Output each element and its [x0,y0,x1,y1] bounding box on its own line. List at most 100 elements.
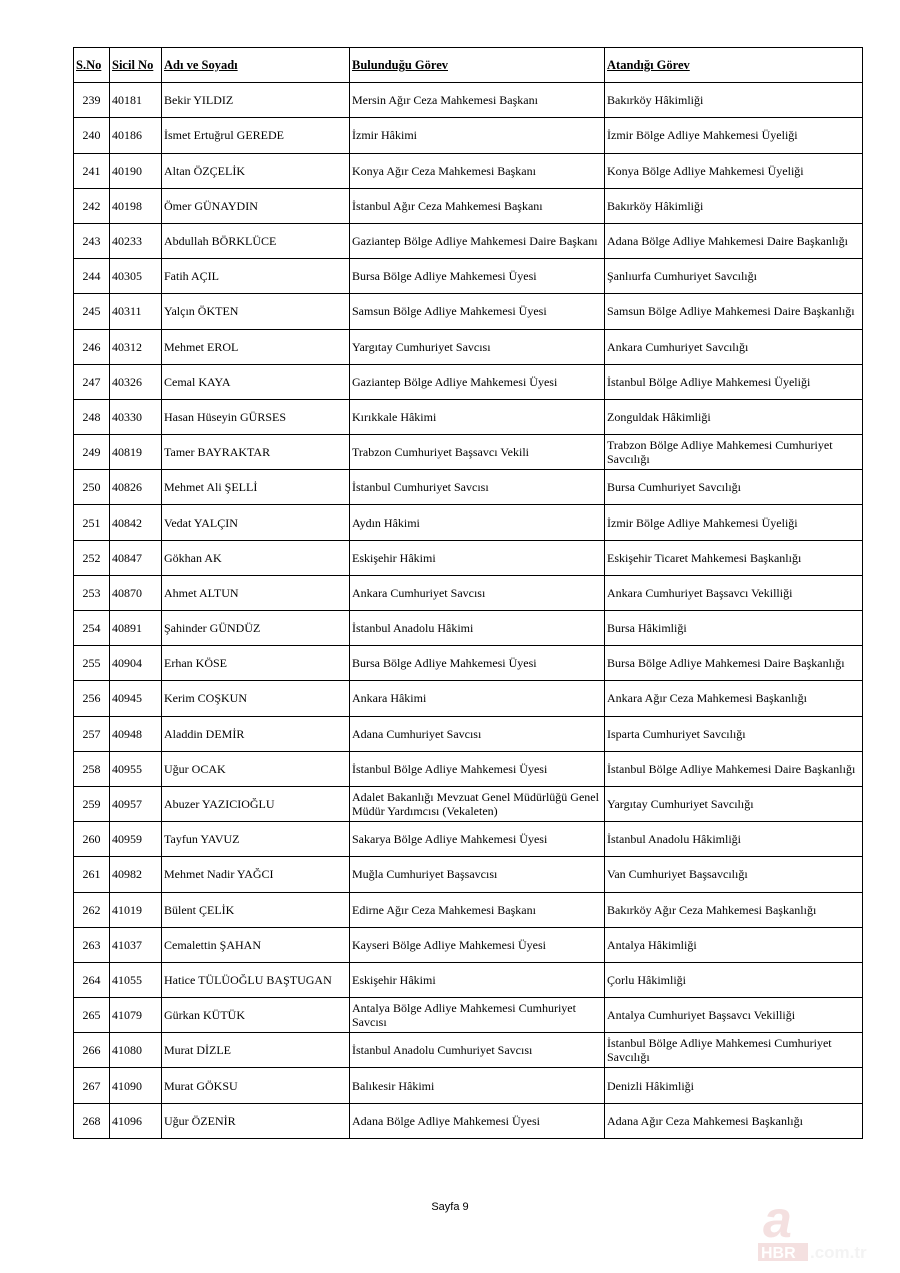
cell-name: Kerim COŞKUN [161,680,350,717]
table-row: 255 40904 Erhan KÖSE Bursa Bölge Adliye Mah… [73,645,863,682]
table-header-row: S.No Sicil No Adı ve Soyadı Bulunduğu Gö… [73,46,863,84]
cell-current-post: Mersin Ağır Ceza Mahkemesi Başkanı [349,82,605,119]
table-row: 242 40198 Ömer GÜNAYDIN İstanbul Ağır Ceza … [73,187,863,224]
svg-text:.com.tr: .com.tr [810,1243,867,1262]
cell-current-post: İstanbul Anadolu Cumhuriyet Savcısı [349,1032,605,1069]
cell-sicil-no: 40330 [109,398,162,436]
cell-current-post: Yargıtay Cumhuriyet Savcısı [349,328,605,365]
table-row: 257 40948 Aladdin DEMİR Adana Cumhuriyet Sa… [73,715,863,752]
cell-sno: 241 [73,152,110,189]
cell-current-post: İstanbul Cumhuriyet Savcısı [349,469,605,506]
cell-name: Ahmet ALTUN [161,574,350,612]
cell-sno: 261 [73,856,110,893]
cell-sno: 252 [73,539,110,576]
table-row: 243 40233 Abdullah BÖRKLÜCE Gaziantep Bölge… [73,222,863,260]
cell-sicil-no: 41090 [109,1067,162,1104]
cell-name: Abdullah BÖRKLÜCE [161,222,350,260]
cell-current-post: Konya Ağır Ceza Mahkemesi Başkanı [349,152,605,189]
cell-current-post: Muğla Cumhuriyet Başsavcısı [349,856,605,893]
cell-sno: 243 [73,222,110,260]
cell-assigned-post: Bursa Bölge Adliye Mahkemesi Daire Başka… [604,645,863,682]
cell-sicil-no: 40181 [109,82,162,119]
cell-sno: 258 [73,750,110,787]
cell-assigned-post: Denizli Hâkimliği [604,1067,863,1104]
table-row: 264 41055 Hatice TÜLÜOĞLU BAŞTUGAN Eskişehi… [73,961,863,999]
cell-sicil-no: 40891 [109,609,162,647]
cell-assigned-post: İstanbul Bölge Adliye Mahkemesi Daire Ba… [604,750,863,787]
cell-sicil-no: 40312 [109,328,162,365]
cell-sicil-no: 40819 [109,434,162,471]
cell-current-post: Eskişehir Hâkimi [349,539,605,576]
page-number: Sayfa 9 [431,1201,469,1213]
cell-assigned-post: Trabzon Bölge Adliye Mahkemesi Cumhuriye… [604,434,863,471]
cell-sicil-no: 40198 [109,187,162,224]
cell-current-post: Bursa Bölge Adliye Mahkemesi Üyesi [349,645,605,682]
cell-assigned-post: Antalya Hâkimliği [604,926,863,963]
cell-name: Mehmet Nadir YAĞCI [161,856,350,893]
svg-text:HBR: HBR [761,1245,796,1262]
cell-current-post: Gaziantep Bölge Adliye Mahkemesi Üyesi [349,363,605,400]
header-name: Adı ve Soyadı [161,46,350,84]
cell-sicil-no: 41079 [109,997,162,1034]
cell-current-post: Aydın Hâkimi [349,504,605,541]
cell-assigned-post: Yargıtay Cumhuriyet Savcılığı [604,785,863,823]
cell-name: Uğur ÖZENİR [161,1102,350,1139]
cell-name: Hatice TÜLÜOĞLU BAŞTUGAN [161,961,350,999]
cell-assigned-post: Çorlu Hâkimliği [604,961,863,999]
svg-text:a: a [763,1195,792,1249]
cell-name: Aladdin DEMİR [161,715,350,752]
cell-sicil-no: 40959 [109,821,162,858]
cell-assigned-post: İzmir Bölge Adliye Mahkemesi Üyeliği [604,117,863,154]
table-row: 267 41090 Murat GÖKSU Balıkesir Hâkimi Deniz… [73,1067,863,1104]
cell-assigned-post: Bursa Hâkimliği [604,609,863,647]
cell-current-post: İstanbul Ağır Ceza Mahkemesi Başkanı [349,187,605,224]
cell-sicil-no: 40311 [109,293,162,330]
cell-name: Cemalettin ŞAHAN [161,926,350,963]
cell-sno: 254 [73,609,110,647]
table-row: 262 41019 Bülent ÇELİK Edirne Ağır Ceza Mah… [73,891,863,928]
cell-sicil-no: 40955 [109,750,162,787]
cell-name: Altan ÖZÇELİK [161,152,350,189]
cell-assigned-post: İstanbul Bölge Adliye Mahkemesi Üyeliği [604,363,863,400]
cell-sno: 259 [73,785,110,823]
cell-current-post: Adana Bölge Adliye Mahkemesi Üyesi [349,1102,605,1139]
cell-name: Erhan KÖSE [161,645,350,682]
cell-name: Gürkan KÜTÜK [161,997,350,1034]
cell-sno: 255 [73,645,110,682]
cell-current-post: Adana Cumhuriyet Savcısı [349,715,605,752]
table-row: 247 40326 Cemal KAYA Gaziantep Bölge Adliye… [73,363,863,400]
table-row: 240 40186 İsmet Ertuğrul GEREDE İzmir Hâkim… [73,117,863,154]
cell-assigned-post: Şanlıurfa Cumhuriyet Savcılığı [604,258,863,295]
cell-current-post: Antalya Bölge Adliye Mahkemesi Cumhuriye… [349,997,605,1034]
cell-assigned-post: Ankara Ağır Ceza Mahkemesi Başkanlığı [604,680,863,717]
cell-current-post: İzmir Hâkimi [349,117,605,154]
header-sicil-no: Sicil No [109,46,162,84]
table-row: 241 40190 Altan ÖZÇELİK Konya Ağır Ceza Mah… [73,152,863,189]
cell-name: Murat DİZLE [161,1032,350,1069]
cell-sicil-no: 40870 [109,574,162,612]
cell-current-post: Balıkesir Hâkimi [349,1067,605,1104]
cell-sno: 249 [73,434,110,471]
cell-sicil-no: 41019 [109,891,162,928]
table-row: 258 40955 Uğur OCAK İstanbul Bölge Adliye M… [73,750,863,787]
table-row: 245 40311 Yalçın ÖKTEN Samsun Bölge Adliye … [73,293,863,330]
table-row: 263 41037 Cemalettin ŞAHAN Kayseri Bölge Ad… [73,926,863,963]
cell-current-post: Trabzon Cumhuriyet Başsavcı Vekili [349,434,605,471]
cell-assigned-post: Eskişehir Ticaret Mahkemesi Başkanlığı [604,539,863,576]
table-row: 246 40312 Mehmet EROL Yargıtay Cumhuriyet S… [73,328,863,365]
cell-name: Tayfun YAVUZ [161,821,350,858]
cell-sicil-no: 40186 [109,117,162,154]
cell-assigned-post: İstanbul Anadolu Hâkimliği [604,821,863,858]
cell-sno: 250 [73,469,110,506]
cell-name: İsmet Ertuğrul GEREDE [161,117,350,154]
cell-assigned-post: Samsun Bölge Adliye Mahkemesi Daire Başk… [604,293,863,330]
cell-current-post: İstanbul Anadolu Hâkimi [349,609,605,647]
cell-name: Bülent ÇELİK [161,891,350,928]
cell-name: Yalçın ÖKTEN [161,293,350,330]
hbr-watermark-logo: a HBR .com.tr [758,1195,867,1262]
table-row: 248 40330 Hasan Hüseyin GÜRSES Kırıkkale Hâ… [73,398,863,436]
cell-sno: 264 [73,961,110,999]
cell-sicil-no: 40190 [109,152,162,189]
cell-assigned-post: Bakırköy Hâkimliği [604,187,863,224]
table-row: 260 40959 Tayfun YAVUZ Sakarya Bölge Adliye… [73,821,863,858]
